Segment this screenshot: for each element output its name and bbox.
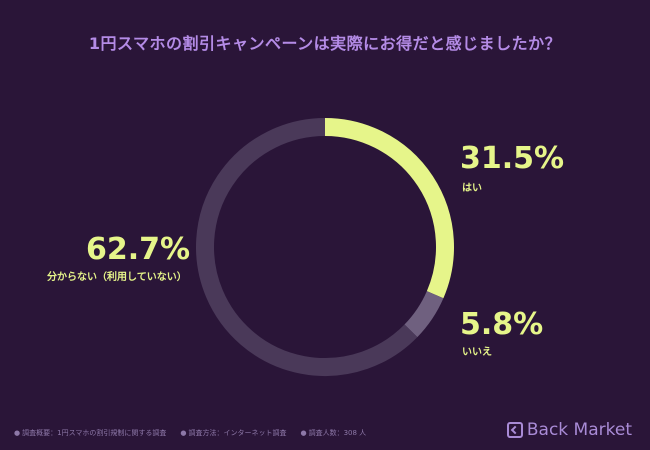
category-label-unknown: 分からない（利用していない） — [47, 272, 187, 283]
value-label-unknown: 62.7% — [86, 232, 191, 267]
back-market-logo-icon — [506, 422, 523, 438]
value-label-yes: 31.5% — [460, 141, 565, 176]
slice-yes — [324, 118, 454, 299]
slice-unknown — [196, 118, 418, 376]
slice-no — [404, 290, 444, 338]
value-label-no: 5.8% — [460, 307, 544, 342]
survey-footer: 調査概要：1円スマホの割引規制に関する調査 調査方法：インターネット調査 調査人… — [14, 428, 366, 438]
survey-count: 調査人数：308 人 — [300, 428, 367, 438]
category-label-no: いいえ — [462, 347, 492, 358]
survey-method: 調査方法：インターネット調査 — [180, 428, 286, 438]
category-label-yes: はい — [462, 183, 482, 194]
brand-logo: Back Market — [506, 420, 632, 440]
chart-title: 1円スマホの割引キャンペーンは実際にお得だと感じましたか？ — [88, 34, 562, 53]
brand-name: Back Market — [526, 420, 632, 440]
survey-outline: 調査概要：1円スマホの割引規制に関する調査 — [14, 428, 166, 438]
